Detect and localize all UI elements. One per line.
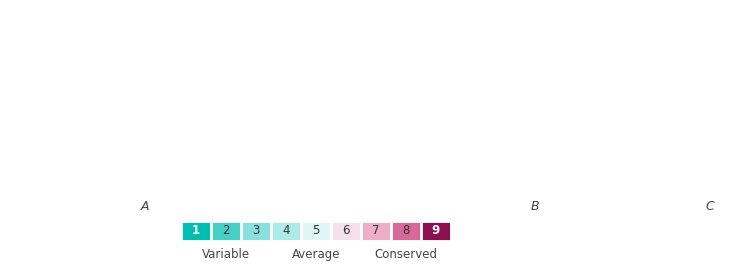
Text: 8: 8 bbox=[402, 224, 409, 238]
Bar bbox=[392, 222, 420, 240]
Text: Variable: Variable bbox=[202, 248, 250, 261]
Text: 5: 5 bbox=[312, 224, 320, 238]
Bar bbox=[212, 222, 240, 240]
Bar bbox=[242, 222, 270, 240]
Text: B: B bbox=[531, 200, 539, 213]
Text: A: A bbox=[140, 200, 149, 213]
Bar bbox=[422, 222, 450, 240]
Bar bbox=[302, 222, 330, 240]
Text: Average: Average bbox=[292, 248, 340, 261]
Text: 6: 6 bbox=[343, 224, 350, 238]
Text: 2: 2 bbox=[222, 224, 230, 238]
Text: 3: 3 bbox=[252, 224, 259, 238]
Bar bbox=[332, 222, 360, 240]
Bar bbox=[272, 222, 300, 240]
Text: 1: 1 bbox=[192, 224, 200, 238]
Text: 7: 7 bbox=[372, 224, 380, 238]
Text: C: C bbox=[706, 200, 714, 213]
Text: Conserved: Conserved bbox=[375, 248, 437, 261]
Text: 4: 4 bbox=[282, 224, 290, 238]
Bar bbox=[182, 222, 210, 240]
Bar bbox=[362, 222, 390, 240]
Text: 9: 9 bbox=[432, 224, 440, 238]
